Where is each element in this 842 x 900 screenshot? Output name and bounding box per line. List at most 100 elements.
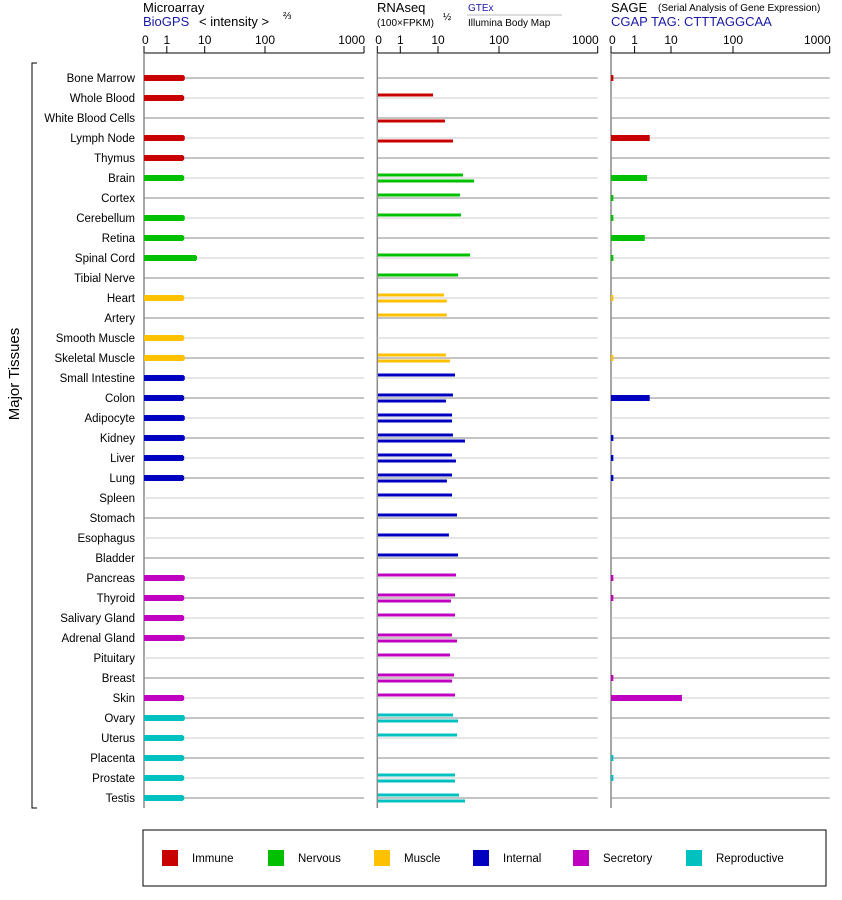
rnaseq-illumina-bar <box>378 359 450 363</box>
sage-bar <box>611 135 650 141</box>
tissue-label: Stomach <box>90 513 135 525</box>
tissue-label: White Blood Cells <box>44 113 135 125</box>
rnaseq-gtex-bar <box>378 673 455 677</box>
rnaseq-illumina-bar <box>378 299 447 303</box>
microarray-tick-label: 1 <box>163 33 170 47</box>
microarray-bar-cap <box>182 236 185 240</box>
sage-bar <box>611 395 650 401</box>
microarray-title: Microarray <box>143 0 205 15</box>
microarray-bar <box>144 235 184 241</box>
microarray-bar <box>144 575 184 581</box>
microarray-bar-cap <box>182 636 185 640</box>
microarray-bar-cap <box>182 796 185 800</box>
rnaseq-unit: (100×FPKM) <box>377 18 434 29</box>
microarray-bar <box>144 735 184 741</box>
rnaseq-tick-label: 0 <box>375 33 382 47</box>
sage-bar <box>611 695 682 701</box>
legend-item-reproductive: Reproductive <box>686 850 784 866</box>
gtex-source-link[interactable]: GTEx <box>468 3 494 14</box>
rnaseq-gtex-bar <box>378 633 453 637</box>
sage-bar <box>611 455 614 461</box>
sage-tick-label: 0 <box>609 33 616 47</box>
microarray-bar-cap <box>182 396 185 400</box>
sage-bar <box>611 435 614 441</box>
microarray-bar <box>144 455 184 461</box>
microarray-bar <box>144 475 184 481</box>
rnaseq-gtex-bar <box>378 173 464 177</box>
sage-bar <box>611 195 614 201</box>
microarray-bar-cap <box>182 776 185 780</box>
tissue-label: Uterus <box>101 733 135 745</box>
tissue-label: Prostate <box>92 773 135 785</box>
microarray-bar-cap <box>182 736 185 740</box>
microarray-bar <box>144 255 197 261</box>
rnaseq-tick-label: 10 <box>431 33 445 47</box>
rnaseq-illumina-bar <box>378 419 453 423</box>
microarray-tick-label: 0 <box>142 33 149 47</box>
tissue-label: Testis <box>106 793 136 805</box>
sage-tag-link[interactable]: CGAP TAG: CTTTAGGCAA <box>611 14 772 29</box>
tissue-bracket <box>31 62 37 809</box>
sage-tick-label: 1000 <box>804 33 831 47</box>
microarray-bar <box>144 95 184 101</box>
tissue-label: Pancreas <box>86 573 135 585</box>
tissue-label: Brain <box>108 173 135 185</box>
microarray-bar-cap <box>182 296 185 300</box>
tissue-label: Spinal Cord <box>75 253 135 265</box>
rnaseq-gtex-bar <box>378 713 453 717</box>
microarray-bar-cap <box>182 136 185 140</box>
legend-swatch <box>473 850 489 866</box>
rnaseq-gtex-bar <box>378 533 449 537</box>
tissue-label: Kidney <box>100 433 135 445</box>
microarray-bar <box>144 715 184 721</box>
rnaseq-title: RNAseq <box>377 0 425 15</box>
sage-bar <box>611 255 614 261</box>
tissue-label: Bone Marrow <box>67 73 136 85</box>
y-axis-label: Major Tissues <box>6 328 23 421</box>
microarray-bar <box>144 335 184 341</box>
rnaseq-illumina-bar <box>378 119 445 123</box>
rnaseq-gtex-bar <box>378 573 456 577</box>
tissue-label: Cerebellum <box>76 213 135 225</box>
rnaseq-gtex-bar <box>378 353 446 357</box>
microarray-bar-cap <box>182 476 185 480</box>
sage-tick-label: 100 <box>723 33 743 47</box>
tissue-label: Skeletal Muscle <box>54 353 135 365</box>
rnaseq-illumina-bar <box>378 639 458 643</box>
rnaseq-gtex-bar <box>378 513 458 517</box>
rnaseq-gtex-bar <box>378 433 453 437</box>
legend-label: Nervous <box>298 853 341 865</box>
legend-label: Internal <box>503 853 541 865</box>
sage-tick-label: 10 <box>664 33 678 47</box>
legend-label: Muscle <box>404 853 440 865</box>
rnaseq-illumina-bar <box>378 719 459 723</box>
rnaseq-illumina-bar <box>378 479 447 483</box>
microarray-bar <box>144 135 184 141</box>
microarray-source-link[interactable]: BioGPS <box>143 14 190 29</box>
microarray-bar-cap <box>182 576 185 580</box>
sage-subtitle: (Serial Analysis of Gene Expression) <box>658 3 820 14</box>
rnaseq-gtex-bar <box>378 93 434 97</box>
legend-item-muscle: Muscle <box>374 850 440 866</box>
rnaseq-illumina-bar <box>378 779 456 783</box>
tissue-label: Adipocyte <box>84 413 135 425</box>
microarray-bar <box>144 415 184 421</box>
rnaseq-gtex-bar <box>378 273 459 277</box>
sage-bar <box>611 575 614 581</box>
tissue-label: Whole Blood <box>70 93 135 105</box>
rnaseq-gtex-bar <box>378 293 444 297</box>
legend-swatch <box>162 850 178 866</box>
tissue-label: Thyroid <box>97 593 135 605</box>
tissue-label: Small Intestine <box>60 373 135 385</box>
microarray-unit-exponent: ⅔ <box>283 11 292 22</box>
microarray-bar-cap <box>182 356 185 360</box>
microarray-bar <box>144 795 184 801</box>
rnaseq-illumina-bar <box>378 139 453 143</box>
rnaseq-gtex-bar <box>378 313 447 317</box>
microarray-bar <box>144 215 184 221</box>
rnaseq-illumina-bar <box>378 599 451 603</box>
legend-item-immune: Immune <box>162 850 234 866</box>
rnaseq-gtex-bar <box>378 413 453 417</box>
tissue-label: Adrenal Gland <box>61 633 135 645</box>
